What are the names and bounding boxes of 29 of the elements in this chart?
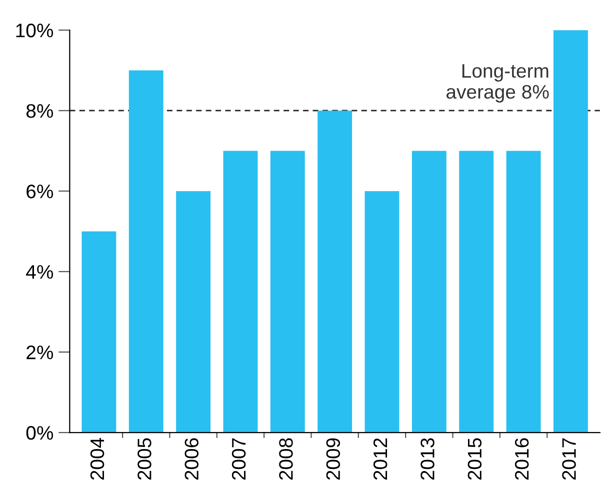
bar xyxy=(553,30,588,433)
bar xyxy=(459,150,494,433)
x-tick-label: 2015 xyxy=(468,438,482,480)
x-tick-label: 2009 xyxy=(326,438,340,480)
y-tick-label: 6% xyxy=(26,184,54,198)
bar xyxy=(506,150,541,433)
bar xyxy=(176,191,211,433)
y-tick-label: 2% xyxy=(26,346,54,360)
x-tick-label: 2007 xyxy=(232,438,246,480)
x-tick-label: 2013 xyxy=(420,438,434,480)
x-tick-label: 2017 xyxy=(562,438,576,480)
y-tick-label: 0% xyxy=(26,426,54,440)
bar xyxy=(270,150,305,433)
bar xyxy=(82,231,116,433)
bar xyxy=(128,70,164,433)
bar xyxy=(223,150,258,433)
bar xyxy=(364,191,400,433)
ref-line-label: Long-term average 8% xyxy=(446,64,549,103)
x-tick-label: 2005 xyxy=(138,438,152,480)
bar xyxy=(412,150,446,433)
y-tick-label: 8% xyxy=(26,104,54,118)
bar xyxy=(318,110,352,433)
x-tick-label: 2012 xyxy=(373,438,388,480)
y-tick-label: 4% xyxy=(26,265,54,279)
x-tick-label: 2008 xyxy=(279,438,293,480)
x-tick-label: 2004 xyxy=(90,438,104,480)
x-tick-label: 2006 xyxy=(184,438,199,480)
x-tick-label: 2016 xyxy=(514,438,529,480)
y-tick-label: 10% xyxy=(16,24,54,38)
